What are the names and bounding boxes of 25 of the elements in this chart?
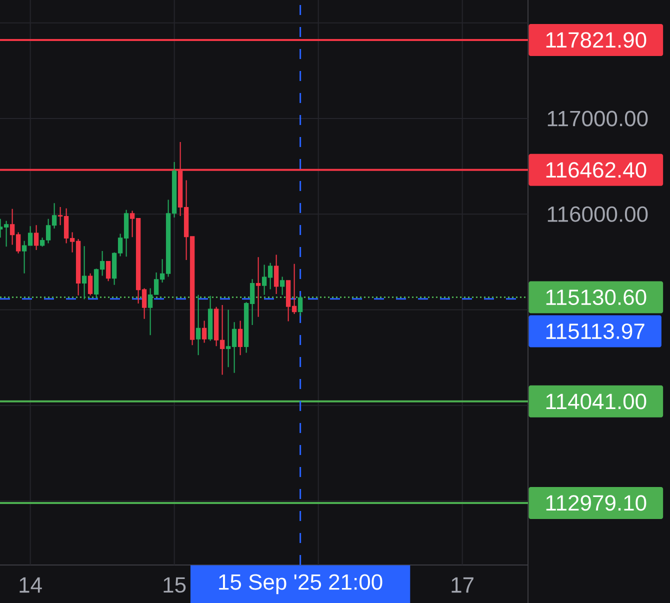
candlestick — [256, 257, 261, 317]
candlestick — [82, 246, 87, 300]
ref-line-label: 114041.00 — [546, 394, 646, 410]
ref-line-label: 115113.97 — [546, 323, 644, 340]
ref-line-label: 15 Sep '25 21:00 — [219, 574, 382, 594]
candlestick — [280, 276, 285, 295]
ref-line-label: 116462.40 — [546, 162, 646, 178]
candlestick — [208, 296, 213, 341]
candlestick — [274, 254, 279, 294]
y-tick-label: 117000.00 — [548, 110, 648, 126]
candlestick — [4, 220, 9, 247]
candlestick — [298, 296, 303, 316]
y-tick-label: 116000.00 — [548, 206, 648, 222]
x-tick-label: 17 — [452, 577, 474, 593]
ref-line-label: 115130.60 — [546, 289, 646, 306]
x-tick-label: 15 — [164, 577, 186, 593]
candlestick — [238, 320, 243, 356]
ref-line-label: 112979.10 — [546, 495, 646, 511]
candlestick — [34, 225, 39, 250]
candlestick — [196, 294, 201, 356]
ref-line-label: 117821.90 — [546, 32, 646, 48]
candlestick — [202, 320, 207, 343]
candlestick — [88, 273, 93, 296]
candlestick — [106, 260, 111, 282]
x-tick-label: 14 — [20, 577, 42, 593]
